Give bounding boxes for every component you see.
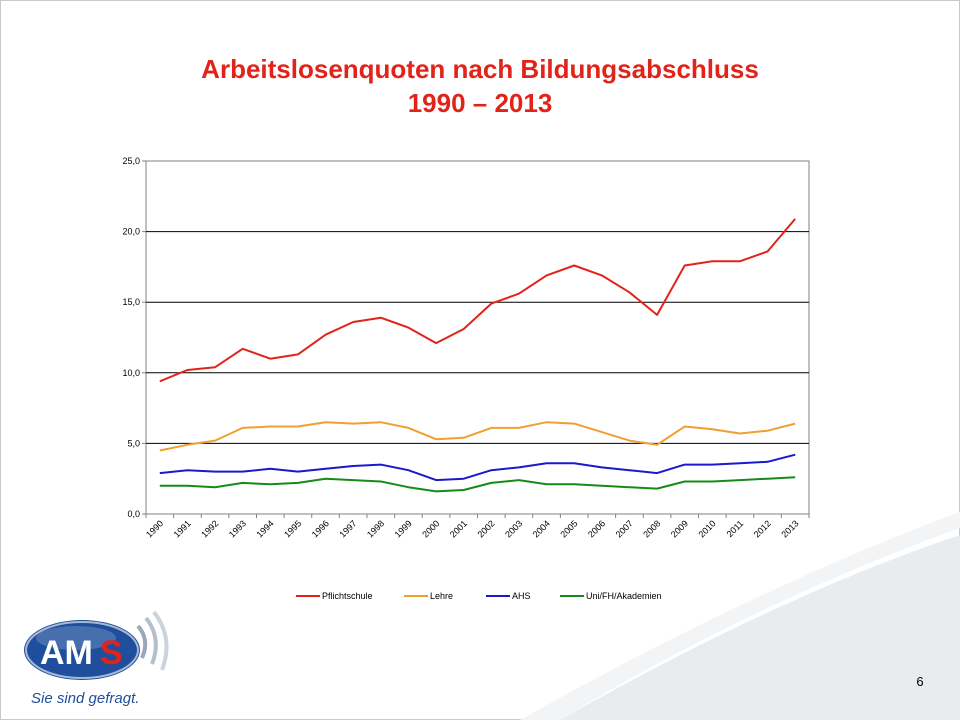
x-tick-label: 2009 <box>669 518 690 539</box>
title-line-2: 1990 – 2013 <box>407 88 553 118</box>
x-tick-label: 1999 <box>393 518 414 539</box>
y-tick-label: 0,0 <box>127 509 140 519</box>
legend: Pflichtschule Lehre AHS Uni/FH/Akademien <box>296 591 662 601</box>
gridlines <box>146 231 809 444</box>
title-line-1: Arbeitslosenquoten nach Bildungsabschlus… <box>201 54 759 84</box>
x-tick-label: 2006 <box>586 518 607 539</box>
x-tick-label: 1997 <box>337 518 358 539</box>
legend-label-uni-fh-akademien: Uni/FH/Akademien <box>586 591 662 601</box>
y-axis-ticks: 0,0 5,0 10,0 15,0 20,0 25,0 <box>122 156 146 519</box>
legend-label-ahs: AHS <box>512 591 531 601</box>
x-tick-label: 1992 <box>199 518 220 539</box>
y-tick-label: 20,0 <box>122 227 140 237</box>
slide-title: Arbeitslosenquoten nach Bildungsabschlus… <box>0 52 960 120</box>
y-tick-label: 10,0 <box>122 368 140 378</box>
x-axis-ticks: 1990 1991 1992 1993 1994 1995 1996 1997 1998 1999… <box>144 514 810 540</box>
x-tick-label: 1990 <box>144 518 165 539</box>
logo-text-am: AM <box>40 634 93 672</box>
tagline: Sie sind gefragt. <box>31 690 140 707</box>
x-tick-label: 1994 <box>254 518 275 539</box>
series-line-pflichtschule <box>159 218 796 383</box>
x-tick-label: 1991 <box>172 518 193 539</box>
series-lines <box>159 218 796 493</box>
x-tick-label: 1996 <box>310 518 331 539</box>
legend-label-lehre: Lehre <box>430 591 453 601</box>
y-tick-label: 15,0 <box>122 297 140 307</box>
x-tick-label: 2001 <box>448 518 469 539</box>
y-tick-label: 5,0 <box>127 438 140 448</box>
x-tick-label: 2005 <box>558 518 579 539</box>
plot-area <box>145 160 810 515</box>
x-tick-label: 1998 <box>365 518 386 539</box>
series-line-lehre <box>159 421 796 452</box>
page-number: 6 <box>916 674 924 689</box>
x-tick-label: 2011 <box>725 518 746 539</box>
legend-label-pflichtschule: Pflichtschule <box>322 591 373 601</box>
line-chart: 0,05,010,015,020,025,0 1990 1991 1992 1993 1… <box>122 156 810 601</box>
x-tick-label: 1993 <box>227 518 248 539</box>
x-tick-label: 1995 <box>282 518 303 539</box>
x-tick-label: 2007 <box>614 518 635 539</box>
logo-text-s: S <box>100 634 123 672</box>
x-tick-label: 2000 <box>420 518 441 539</box>
x-tick-label: 2004 <box>531 518 552 539</box>
x-tick-label: 2013 <box>779 518 800 539</box>
x-tick-label: 2010 <box>696 518 717 539</box>
ams-logo: AM S <box>24 610 169 680</box>
x-tick-label: 2002 <box>475 518 496 539</box>
series-line-uni-fh-akademien <box>159 476 796 493</box>
x-tick-label: 2008 <box>641 518 662 539</box>
series-line-ahs <box>159 453 796 482</box>
x-tick-label: 2012 <box>752 518 773 539</box>
y-tick-label: 25,0 <box>122 156 140 166</box>
x-tick-label: 2003 <box>503 518 524 539</box>
